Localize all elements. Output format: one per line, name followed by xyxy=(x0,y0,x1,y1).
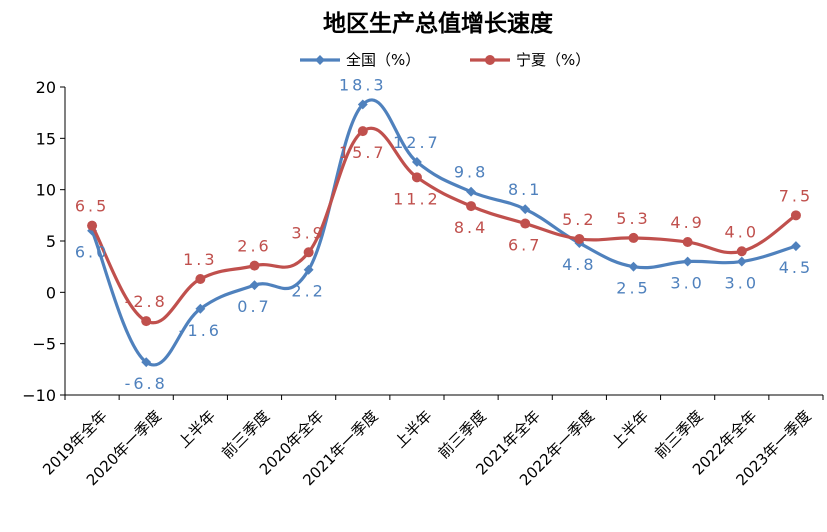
y-tick-label: −10 xyxy=(22,386,56,405)
data-point xyxy=(520,204,531,215)
x-tick-label: 前三季度 xyxy=(218,407,273,462)
data-point xyxy=(195,273,206,284)
data-label: 7.5 xyxy=(779,186,813,205)
data-label: 6.7 xyxy=(508,236,542,255)
data-label: -6.8 xyxy=(125,374,168,393)
y-tick-label: 20 xyxy=(36,78,56,97)
data-label: 4.9 xyxy=(670,213,704,232)
data-point xyxy=(87,220,98,231)
data-labels: 6.0 6.5 -6.8 -2.8 -1.6 1.3 0.7 2.6 2.2 3.9 18.3 15.… xyxy=(75,75,813,393)
data-label: 11.2 xyxy=(393,189,441,208)
data-point xyxy=(628,261,639,272)
data-label: 5.3 xyxy=(616,209,650,228)
data-point xyxy=(520,218,531,229)
data-label: 5.2 xyxy=(562,210,596,229)
data-label: 2.6 xyxy=(237,237,271,256)
data-label: 3.9 xyxy=(291,223,325,242)
x-tick-label: 前三季度 xyxy=(651,407,706,462)
data-point xyxy=(736,256,747,267)
data-label: 6.0 xyxy=(75,243,109,262)
legend: 全国（%） 宁夏（%） xyxy=(300,51,590,69)
data-point xyxy=(141,357,152,368)
legend-label: 宁夏（%） xyxy=(516,51,590,69)
data-label: 3.0 xyxy=(670,274,704,293)
data-label: -1.6 xyxy=(179,321,222,340)
data-point xyxy=(466,201,477,212)
y-tick-label: 15 xyxy=(36,129,56,148)
data-point xyxy=(628,232,639,243)
data-label: 4.8 xyxy=(562,255,596,274)
y-tick-label: 10 xyxy=(36,181,56,200)
data-label: 1.3 xyxy=(183,250,217,269)
x-tick-label: 上半年 xyxy=(391,407,436,452)
data-label: 15.7 xyxy=(339,143,387,162)
legend-item-national: 全国（%） xyxy=(300,51,420,69)
data-label: 18.3 xyxy=(339,75,387,94)
data-label: 4.0 xyxy=(725,222,759,241)
data-point xyxy=(790,241,801,252)
x-tick-label: 上半年 xyxy=(175,407,220,452)
data-point xyxy=(303,264,314,275)
data-point xyxy=(411,172,422,183)
data-label: 2.2 xyxy=(291,282,325,301)
data-point xyxy=(682,237,693,248)
data-point xyxy=(736,246,747,257)
data-label: 8.4 xyxy=(454,218,488,237)
data-label: 3.0 xyxy=(725,274,759,293)
data-point xyxy=(466,186,477,197)
data-point xyxy=(195,303,206,314)
series-line xyxy=(90,98,797,367)
series-national xyxy=(87,98,801,368)
data-label: 2.5 xyxy=(616,279,650,298)
y-tick-label: −5 xyxy=(32,335,56,354)
data-label: 12.7 xyxy=(393,133,441,152)
y-tick-label: 5 xyxy=(46,232,56,251)
data-label: 6.5 xyxy=(75,197,109,216)
legend-marker xyxy=(485,55,495,65)
chart-title: 地区生产总值增长速度 xyxy=(323,10,554,37)
data-point xyxy=(357,126,368,137)
data-point xyxy=(249,260,260,271)
data-point xyxy=(682,256,693,267)
data-label: 0.7 xyxy=(237,297,271,316)
legend-item-ningxia: 宁夏（%） xyxy=(470,51,590,69)
x-tick-label: 上半年 xyxy=(608,407,653,452)
data-label: 9.8 xyxy=(454,163,488,182)
data-point xyxy=(574,233,585,244)
series-ningxia xyxy=(87,126,801,327)
series-layer xyxy=(87,98,801,368)
data-point xyxy=(249,280,260,291)
data-label: 4.5 xyxy=(779,258,813,277)
data-label: -2.8 xyxy=(125,292,168,311)
data-label: 8.1 xyxy=(508,180,542,199)
y-tick-label: 0 xyxy=(46,283,56,302)
data-point xyxy=(411,156,422,167)
data-point xyxy=(141,316,152,327)
x-tick-label: 前三季度 xyxy=(435,407,490,462)
legend-label: 全国（%） xyxy=(346,51,420,69)
data-point xyxy=(790,210,801,221)
data-point xyxy=(303,247,314,258)
legend-marker xyxy=(315,55,325,65)
